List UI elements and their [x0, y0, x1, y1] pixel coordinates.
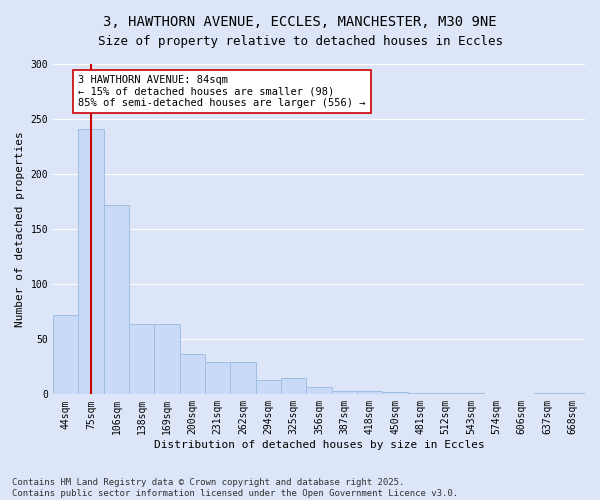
Bar: [458, 393, 484, 394]
Bar: [53, 315, 79, 394]
Bar: [179, 354, 205, 395]
Bar: [104, 205, 129, 394]
Text: Contains HM Land Registry data © Crown copyright and database right 2025.
Contai: Contains HM Land Registry data © Crown c…: [12, 478, 458, 498]
Text: 3, HAWTHORN AVENUE, ECCLES, MANCHESTER, M30 9NE: 3, HAWTHORN AVENUE, ECCLES, MANCHESTER, …: [103, 15, 497, 29]
Bar: [307, 386, 332, 394]
Bar: [256, 380, 281, 394]
Bar: [332, 391, 357, 394]
Bar: [205, 362, 230, 394]
Bar: [129, 324, 154, 394]
Bar: [281, 378, 307, 394]
Y-axis label: Number of detached properties: Number of detached properties: [15, 132, 25, 327]
Text: Size of property relative to detached houses in Eccles: Size of property relative to detached ho…: [97, 35, 503, 48]
Bar: [560, 393, 585, 394]
Bar: [535, 393, 560, 394]
Bar: [154, 324, 179, 394]
Bar: [230, 362, 256, 394]
Bar: [357, 391, 382, 394]
Bar: [79, 129, 104, 394]
Bar: [382, 392, 407, 394]
Text: 3 HAWTHORN AVENUE: 84sqm
← 15% of detached houses are smaller (98)
85% of semi-d: 3 HAWTHORN AVENUE: 84sqm ← 15% of detach…: [79, 75, 366, 108]
X-axis label: Distribution of detached houses by size in Eccles: Distribution of detached houses by size …: [154, 440, 484, 450]
Bar: [407, 393, 433, 394]
Bar: [433, 393, 458, 394]
